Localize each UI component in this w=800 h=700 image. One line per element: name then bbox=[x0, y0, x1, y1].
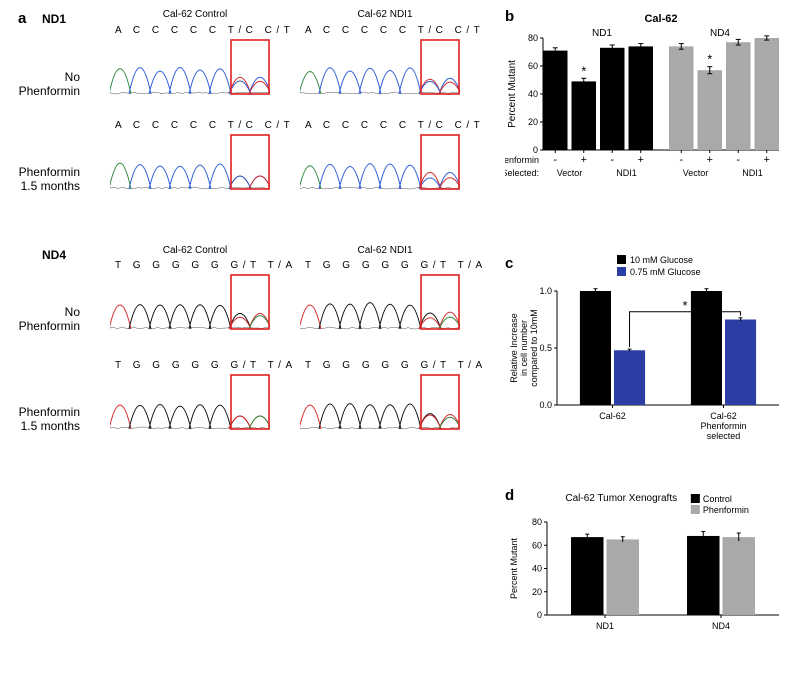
nd4-label: ND4 bbox=[42, 248, 66, 262]
svg-text:ND1: ND1 bbox=[596, 621, 614, 631]
nd4-title-control: Cal-62 Control bbox=[120, 245, 270, 256]
svg-text:80: 80 bbox=[532, 517, 542, 527]
svg-text:40: 40 bbox=[532, 564, 542, 574]
svg-text:Cal-62: Cal-62 bbox=[644, 13, 677, 25]
nd4-title-ndi1: Cal-62 NDI1 bbox=[310, 245, 460, 256]
svg-text:-: - bbox=[736, 154, 740, 166]
svg-text:40: 40 bbox=[528, 89, 538, 99]
svg-text:*: * bbox=[707, 52, 712, 67]
svg-text:Phenformin: Phenformin bbox=[703, 505, 749, 515]
svg-text:1.0: 1.0 bbox=[539, 286, 552, 296]
svg-text:-: - bbox=[610, 154, 614, 166]
svg-text:Phenformin: Phenformin bbox=[505, 155, 539, 165]
nd1-row1: Phenformin 1.5 months bbox=[0, 165, 80, 194]
svg-text:compared to 10mM: compared to 10mM bbox=[529, 309, 539, 387]
svg-text:80: 80 bbox=[528, 33, 538, 43]
nd1-label: ND1 bbox=[42, 12, 66, 26]
nd4-trace-Phen-ctrl bbox=[110, 373, 270, 433]
svg-text:Selected:: Selected: bbox=[505, 168, 539, 178]
nd4-seq-01: T G G G G G G/T T/A bbox=[305, 260, 487, 271]
svg-text:20: 20 bbox=[528, 117, 538, 127]
svg-text:Vector: Vector bbox=[683, 168, 709, 178]
nd1-seq-11: A C C C C C T/C C/T bbox=[305, 120, 484, 131]
svg-text:ND4: ND4 bbox=[712, 621, 730, 631]
svg-text:selected: selected bbox=[707, 431, 741, 441]
nd4-trace-noPhen-ndi1 bbox=[300, 273, 460, 333]
panel-a-label: a bbox=[18, 10, 26, 27]
svg-text:Percent Mutant: Percent Mutant bbox=[509, 537, 519, 599]
svg-text:ND4: ND4 bbox=[710, 28, 730, 39]
nd1-trace-Phen-ndi1 bbox=[300, 133, 460, 193]
svg-text:Percent Mutant: Percent Mutant bbox=[507, 60, 518, 128]
nd4-trace-Phen-ndi1 bbox=[300, 373, 460, 433]
svg-text:NDI1: NDI1 bbox=[742, 168, 763, 178]
nd1-seq-10: A C C C C C T/C C/T bbox=[115, 120, 294, 131]
panel-b-chart: Cal-62 ND1 ND4 0 20 40 60 80 Percent Mutant * * - + -… bbox=[505, 10, 785, 195]
svg-text:+: + bbox=[764, 154, 770, 166]
nd4-trace-noPhen-ctrl bbox=[110, 273, 270, 333]
svg-text:Cal-62 Tumor Xenografts: Cal-62 Tumor Xenografts bbox=[565, 493, 677, 504]
svg-text:0.0: 0.0 bbox=[539, 400, 552, 410]
svg-text:10 mM Glucose: 10 mM Glucose bbox=[630, 255, 693, 265]
svg-text:in cell number: in cell number bbox=[519, 320, 529, 376]
nd1-title-ndi1: Cal-62 NDI1 bbox=[310, 9, 460, 20]
svg-text:60: 60 bbox=[532, 540, 542, 550]
nd1-seq-00: A C C C C C T/C C/T bbox=[115, 25, 294, 36]
nd4-row0: No Phenformin bbox=[0, 305, 80, 334]
nd1-trace-noPhen-ndi1 bbox=[300, 38, 460, 98]
svg-text:0: 0 bbox=[533, 145, 538, 155]
svg-text:Control: Control bbox=[703, 494, 732, 504]
svg-text:ND1: ND1 bbox=[592, 28, 612, 39]
panel-c-chart: 10 mM Glucose 0.75 mM Glucose 0.0 0.5 1.0 Rel… bbox=[505, 253, 785, 463]
svg-text:-: - bbox=[679, 154, 683, 166]
svg-text:+: + bbox=[707, 154, 713, 166]
svg-text:+: + bbox=[638, 154, 644, 166]
nd4-seq-00: T G G G G G G/T T/A bbox=[115, 260, 297, 271]
panel-d-chart: Cal-62 Tumor Xenografts ControlPhenformin… bbox=[505, 490, 785, 645]
svg-text:0.5: 0.5 bbox=[539, 343, 552, 353]
svg-text:-: - bbox=[553, 154, 557, 166]
svg-text:20: 20 bbox=[532, 587, 542, 597]
nd1-seq-01: A C C C C C T/C C/T bbox=[305, 25, 484, 36]
svg-text:Relative Increase: Relative Increase bbox=[509, 313, 519, 383]
svg-text:Phenformin: Phenformin bbox=[700, 421, 746, 431]
svg-text:0: 0 bbox=[537, 610, 542, 620]
nd1-title-control: Cal-62 Control bbox=[120, 9, 270, 20]
svg-text:+: + bbox=[581, 154, 587, 166]
nd1-trace-noPhen-ctrl bbox=[110, 38, 270, 98]
nd1-trace-Phen-ctrl bbox=[110, 133, 270, 193]
svg-text:0.75 mM Glucose: 0.75 mM Glucose bbox=[630, 267, 701, 277]
svg-text:Vector: Vector bbox=[557, 168, 583, 178]
svg-text:*: * bbox=[683, 298, 688, 313]
svg-text:NDI1: NDI1 bbox=[616, 168, 637, 178]
nd1-row0: No Phenformin bbox=[0, 70, 80, 99]
svg-text:60: 60 bbox=[528, 61, 538, 71]
svg-text:*: * bbox=[581, 63, 586, 78]
nd4-seq-11: T G G G G G G/T T/A bbox=[305, 360, 487, 371]
svg-text:Cal-62: Cal-62 bbox=[710, 411, 737, 421]
nd4-seq-10: T G G G G G G/T T/A bbox=[115, 360, 297, 371]
nd4-row1: Phenformin 1.5 months bbox=[0, 405, 80, 434]
svg-text:Cal-62: Cal-62 bbox=[599, 411, 626, 421]
